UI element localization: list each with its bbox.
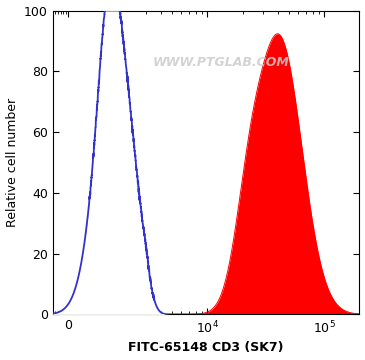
X-axis label: FITC-65148 CD3 (SK7): FITC-65148 CD3 (SK7)	[128, 341, 284, 355]
Y-axis label: Relative cell number: Relative cell number	[5, 98, 19, 227]
Text: WWW.PTGLAB.COM: WWW.PTGLAB.COM	[153, 56, 290, 69]
